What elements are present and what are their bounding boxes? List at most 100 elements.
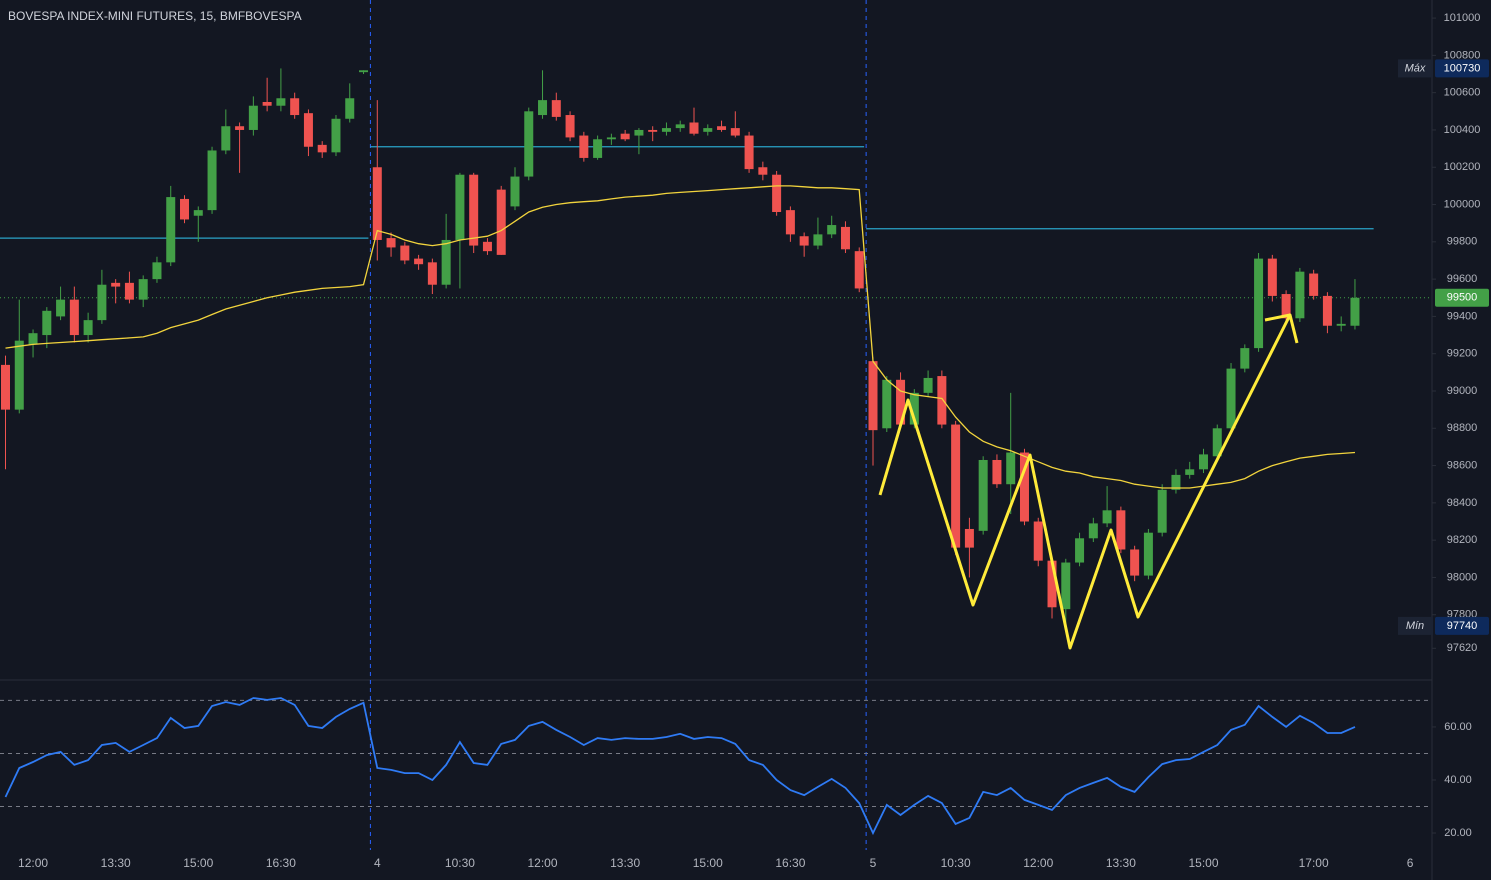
candle-body bbox=[978, 459, 988, 531]
candle-body bbox=[551, 100, 561, 117]
candle-body bbox=[730, 128, 740, 136]
candle-body bbox=[606, 137, 616, 140]
candle-body bbox=[496, 189, 506, 255]
candle-body bbox=[207, 150, 217, 211]
x-tick-label: 10:30 bbox=[941, 856, 971, 870]
candle-body bbox=[427, 262, 437, 285]
candle-body bbox=[992, 459, 1002, 485]
candle-body bbox=[951, 424, 961, 548]
candle-body bbox=[290, 98, 300, 116]
x-tick-label: 16:30 bbox=[775, 856, 805, 870]
pattern-drawing bbox=[878, 313, 1299, 650]
candle-body bbox=[1336, 323, 1346, 326]
candle-body bbox=[221, 126, 231, 151]
candle-body bbox=[97, 284, 107, 321]
candle-body bbox=[717, 126, 727, 130]
candle-body bbox=[303, 113, 313, 147]
candle-body bbox=[854, 251, 864, 289]
candle-body bbox=[152, 262, 162, 280]
candle-body bbox=[1033, 521, 1043, 561]
candle-body bbox=[799, 236, 809, 246]
indicator-tick-label: 20.00 bbox=[1444, 827, 1472, 839]
indicator-line bbox=[4, 697, 1356, 836]
candle-body bbox=[937, 376, 947, 425]
candle-body bbox=[1047, 560, 1057, 608]
x-tick-label: 5 bbox=[870, 856, 877, 870]
x-tick-label: 12:00 bbox=[1023, 856, 1053, 870]
candle-body bbox=[235, 126, 245, 130]
price-flag-label: Mín bbox=[1406, 620, 1424, 632]
candle-body bbox=[359, 70, 369, 73]
candle-body bbox=[1226, 368, 1236, 429]
candle-body bbox=[345, 98, 355, 119]
x-tick-label: 12:00 bbox=[18, 856, 48, 870]
candle-body bbox=[565, 115, 575, 138]
y-tick-label: 100200 bbox=[1444, 161, 1481, 173]
candle-body bbox=[785, 210, 795, 235]
candle-body bbox=[28, 333, 38, 345]
candle-body bbox=[83, 320, 93, 336]
candle-body bbox=[469, 174, 479, 246]
x-tick-label: 15:00 bbox=[183, 856, 213, 870]
price-flag-label-box bbox=[1398, 616, 1433, 635]
y-tick-label: 99600 bbox=[1447, 273, 1478, 285]
candle-body bbox=[69, 299, 79, 336]
x-tick-label: 10:30 bbox=[445, 856, 475, 870]
y-tick-label: 99800 bbox=[1447, 236, 1478, 248]
candle-body bbox=[1240, 348, 1250, 369]
candle-body bbox=[964, 528, 974, 548]
candle-body bbox=[909, 392, 919, 425]
candle-body bbox=[827, 225, 837, 235]
candle-body bbox=[180, 198, 190, 220]
price-flag-label-box bbox=[1398, 59, 1433, 78]
candle-body bbox=[1061, 562, 1071, 610]
candle-body bbox=[414, 258, 424, 265]
candle-body bbox=[193, 210, 203, 216]
candle-body bbox=[400, 245, 410, 261]
candle-body bbox=[510, 176, 520, 207]
candle-body bbox=[42, 310, 52, 336]
candle-body bbox=[331, 118, 341, 153]
y-tick-label: 98000 bbox=[1447, 571, 1478, 583]
candle-body bbox=[166, 197, 176, 263]
x-tick-label: 15:00 bbox=[693, 856, 723, 870]
candle-body bbox=[372, 167, 382, 240]
zigzag-annotation bbox=[1264, 313, 1291, 322]
x-tick-label: 12:00 bbox=[528, 856, 558, 870]
candle-body bbox=[634, 129, 644, 136]
y-tick-label: 97620 bbox=[1447, 642, 1478, 654]
candle-body bbox=[1075, 538, 1085, 563]
candle-body bbox=[1267, 258, 1277, 296]
candle-body bbox=[56, 299, 66, 317]
y-tick-label: 99000 bbox=[1447, 385, 1478, 397]
y-tick-label: 100000 bbox=[1444, 198, 1481, 210]
zigzag-annotation bbox=[878, 313, 1299, 650]
candle-body bbox=[813, 234, 823, 246]
candle-body bbox=[1019, 452, 1029, 522]
candle-body bbox=[455, 174, 465, 240]
candle-body bbox=[648, 129, 658, 132]
y-tick-label: 100800 bbox=[1444, 49, 1481, 61]
candle-body bbox=[1295, 271, 1305, 319]
indicator-tick-label: 40.00 bbox=[1444, 774, 1472, 786]
candle-body bbox=[482, 241, 492, 252]
candle-body bbox=[1322, 295, 1332, 326]
candle-body bbox=[882, 379, 892, 429]
candle-body bbox=[661, 128, 671, 132]
candle-body bbox=[386, 238, 396, 248]
y-tick-label: 98600 bbox=[1447, 459, 1478, 471]
price-flag-box bbox=[1435, 616, 1489, 635]
y-tick-label: 98200 bbox=[1447, 534, 1478, 546]
candle-body bbox=[579, 135, 589, 158]
candle-body bbox=[276, 98, 286, 106]
candle-body bbox=[1, 364, 10, 410]
candle-body bbox=[1102, 510, 1112, 524]
candle-body bbox=[441, 239, 451, 285]
indicator-tick-label: 60.00 bbox=[1444, 721, 1472, 733]
candle-body bbox=[868, 361, 878, 431]
candle-body bbox=[689, 122, 699, 134]
x-tick-label: 13:30 bbox=[1106, 856, 1136, 870]
candle-body bbox=[923, 377, 933, 393]
y-tick-label: 101000 bbox=[1444, 12, 1481, 24]
